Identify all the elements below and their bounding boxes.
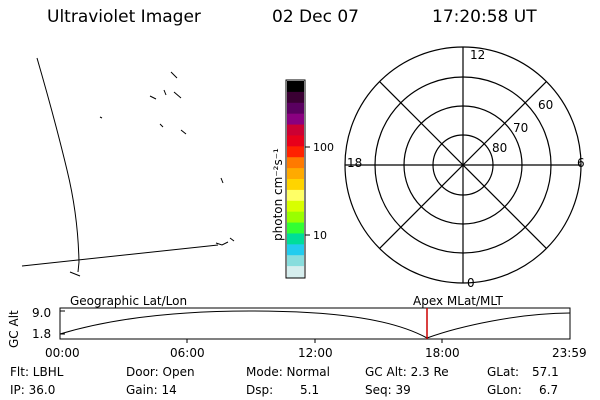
map-coastline-fragment (159, 123, 164, 128)
instrument-title: Ultraviolet Imager (47, 7, 201, 27)
colorbar-cell (287, 168, 304, 180)
status-ip: IP: 36.0 (10, 383, 56, 397)
mlt-label-12: 12 (470, 48, 486, 62)
lat-label-80: 80 (492, 141, 508, 155)
timeline-y-tick-low: 1.8 (32, 327, 52, 341)
colorbar-cell (287, 102, 304, 115)
status-glat-value: 57.1 (532, 365, 559, 379)
mlt-label-6: 6 (577, 156, 585, 170)
colorbar-cell (287, 135, 304, 147)
map-tick-mark (69, 271, 81, 277)
map-coastline-fragment (220, 177, 224, 184)
time-label-2359: 23:59 (552, 346, 587, 360)
colorbar-cell (287, 244, 304, 256)
status-seq: Seq: 39 (365, 383, 411, 397)
status-door: Door: Open (126, 365, 195, 379)
time-label-12: 12:00 (298, 346, 333, 360)
timeline-right-caption: Apex MLat/MLT (413, 294, 503, 308)
colorbar-cell (287, 157, 304, 169)
time-label-06: 06:00 (170, 346, 205, 360)
colorbar-cell (287, 146, 304, 158)
colorbar-cell (287, 113, 304, 126)
status-gain: Gain: 14 (126, 383, 177, 397)
map-coastline-fragment (173, 91, 182, 99)
colorbar-cells (287, 81, 304, 278)
map-limb-curve (36, 57, 80, 273)
colorbar-cell (287, 200, 304, 213)
status-mode: Mode: Normal (246, 365, 330, 379)
date-label: 02 Dec 07 (272, 7, 359, 27)
colorbar-frame (285, 79, 306, 279)
lat-label-60: 60 (538, 98, 554, 112)
polar-diagonal (379, 81, 547, 249)
map-coastline-fragment (180, 129, 187, 135)
status-glon-value: 6.7 (539, 383, 559, 397)
status-dsp-value: 5.1 (300, 383, 320, 397)
colorbar-cell (287, 124, 304, 137)
map-coastline-fragment (215, 241, 229, 246)
mlt-label-0: 0 (467, 276, 475, 290)
mlt-label-18: 18 (347, 156, 363, 170)
colorbar-tick-label-100: 100 (313, 141, 334, 154)
status-gc-alt: GC Alt: 2.3 Re (365, 365, 449, 379)
altitude-trace (59, 310, 571, 339)
time-label-00: 00:00 (45, 346, 80, 360)
colorbar-cell (287, 91, 304, 104)
status-filter: Flt: LBHL (10, 365, 64, 379)
time-label-18: 18:00 (425, 346, 460, 360)
status-glon-label: GLon: (487, 383, 522, 397)
colorbar-cell (287, 255, 304, 267)
colorbar-cell (287, 233, 304, 245)
time-label: 17:20:58 UT (432, 7, 537, 27)
map-coastline-fragment (149, 95, 157, 100)
colorbar-cell (287, 211, 304, 224)
map-coastline-fragment (170, 71, 178, 79)
map-coastline-fragment (99, 116, 103, 119)
colorbar-cell (287, 266, 304, 278)
map-coastline-fragment (163, 89, 167, 96)
colorbar-cell (287, 222, 304, 235)
timeline-y-tick-high: 9.0 (32, 306, 52, 320)
colorbar-cell (287, 81, 304, 93)
colorbar-cell (287, 179, 304, 191)
lat-label-70: 70 (513, 121, 529, 135)
status-glat-label: GLat: (487, 365, 520, 379)
colorbar-tick-label-10: 10 (313, 229, 327, 242)
status-dsp-label: Dsp: (246, 383, 274, 397)
map-coastline-fragment (229, 237, 235, 242)
timeline-left-caption: Geographic Lat/Lon (70, 294, 188, 308)
map-horizon-line (21, 244, 219, 267)
colorbar-cell (287, 189, 304, 202)
